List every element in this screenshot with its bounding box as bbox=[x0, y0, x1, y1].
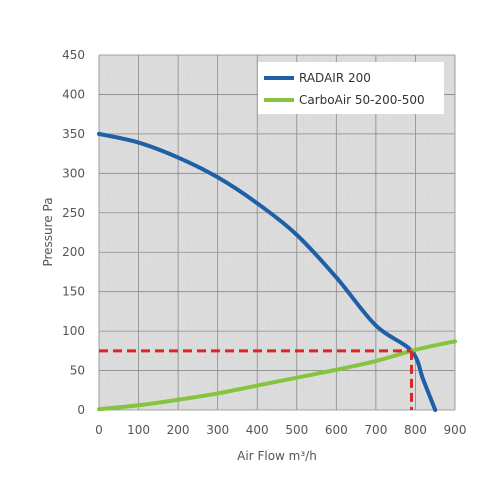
series-layer bbox=[97, 131, 457, 412]
y-tick-label: 250 bbox=[62, 206, 85, 220]
x-tick-label: 400 bbox=[246, 423, 269, 437]
y-tick-label: 200 bbox=[62, 245, 85, 259]
legend: RADAIR 200 CarboAir 50-200-500 bbox=[258, 62, 444, 114]
x-axis-label: Air Flow m³/h bbox=[237, 449, 317, 463]
x-tick-label: 0 bbox=[95, 423, 103, 437]
plot-area: 0 100 200 300 400 500 600 700 800 900 0 50 100 150 20… bbox=[62, 48, 466, 437]
x-tick-label: 800 bbox=[404, 423, 427, 437]
series-line-radair-200 bbox=[97, 131, 438, 412]
operating-point-layer bbox=[99, 349, 413, 410]
x-axis-ticks: 0 100 200 300 400 500 600 700 800 900 bbox=[95, 423, 466, 437]
y-tick-label: 350 bbox=[62, 127, 85, 141]
y-tick-label: 150 bbox=[62, 285, 85, 299]
series-line-carboair-50-200-500 bbox=[97, 339, 457, 412]
y-axis-ticks: 0 50 100 150 200 250 300 350 400 450 bbox=[62, 48, 85, 417]
legend-label-carboair: CarboAir 50-200-500 bbox=[299, 93, 425, 107]
x-tick-label: 300 bbox=[206, 423, 229, 437]
y-tick-label: 450 bbox=[62, 48, 85, 62]
x-tick-label: 600 bbox=[325, 423, 348, 437]
x-tick-label: 900 bbox=[444, 423, 467, 437]
y-tick-label: 100 bbox=[62, 324, 85, 338]
x-tick-label: 700 bbox=[364, 423, 387, 437]
y-tick-label: 300 bbox=[62, 166, 85, 180]
x-tick-label: 100 bbox=[127, 423, 150, 437]
x-tick-label: 500 bbox=[285, 423, 308, 437]
y-tick-label: 50 bbox=[70, 364, 85, 378]
legend-box bbox=[258, 62, 444, 114]
y-tick-label: 0 bbox=[77, 403, 85, 417]
y-axis-label: Pressure Pa bbox=[41, 197, 55, 266]
y-tick-label: 400 bbox=[62, 87, 85, 101]
x-tick-label: 200 bbox=[167, 423, 190, 437]
legend-label-radair: RADAIR 200 bbox=[299, 71, 371, 85]
